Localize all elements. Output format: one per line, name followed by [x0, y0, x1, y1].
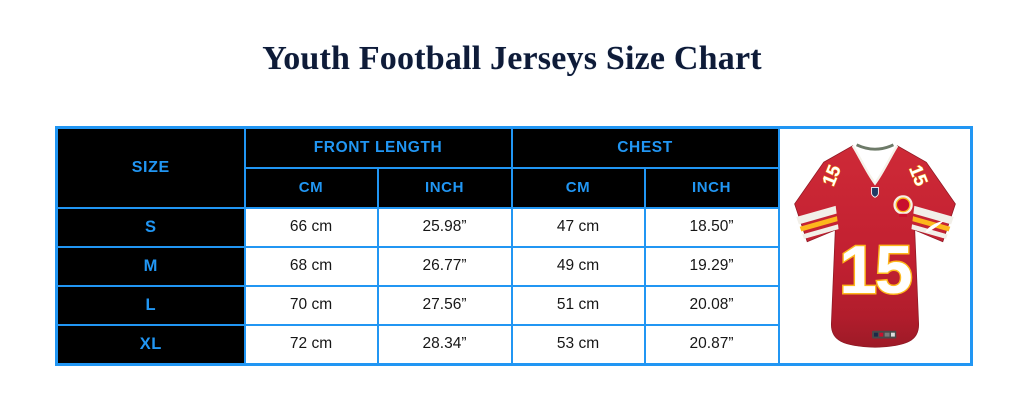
table-row-l: L 70 cm 27.56” 51 cm 20.08”	[55, 284, 972, 326]
jock-tag	[871, 330, 897, 339]
chest-inch-xl: 20.87”	[643, 323, 780, 366]
swoosh-icon	[925, 220, 944, 232]
page-title: Youth Football Jerseys Size Chart	[262, 40, 762, 77]
size-chart-table: SIZE FRONT LENGTH CHEST	[55, 126, 974, 366]
nfl-shield-icon	[870, 186, 879, 198]
front-inch-l: 27.56”	[376, 284, 513, 326]
jersey-image: 15 15 15	[790, 143, 960, 348]
front-cm-s: 66 cm	[243, 206, 379, 248]
chest-inch-s: 18.50”	[643, 206, 780, 248]
table-row-m: M 68 cm 26.77” 49 cm 19.29”	[55, 245, 972, 287]
col-group-front-length: FRONT LENGTH	[243, 126, 513, 169]
table-row-s: S 66 cm 25.98” 47 cm 18.50”	[55, 206, 972, 248]
size-label-m: M	[55, 245, 246, 287]
chest-cm-s: 47 cm	[510, 206, 646, 248]
table-row-xl: XL 72 cm 28.34” 53 cm 20.87”	[55, 323, 972, 366]
chest-cm-m: 49 cm	[510, 245, 646, 287]
front-inch-m: 26.77”	[376, 245, 513, 287]
col-header-front-cm: CM	[243, 166, 379, 209]
jersey-cell: 15 15 15	[777, 126, 973, 366]
front-cm-l: 70 cm	[243, 284, 379, 326]
col-group-chest: CHEST	[510, 126, 780, 169]
front-inch-s: 25.98”	[376, 206, 513, 248]
team-patch-icon	[893, 194, 913, 217]
front-cm-m: 68 cm	[243, 245, 379, 287]
size-label-l: L	[55, 284, 246, 326]
col-header-size: SIZE	[55, 126, 246, 209]
chest-cm-xl: 53 cm	[510, 323, 646, 366]
chest-cm-l: 51 cm	[510, 284, 646, 326]
chest-inch-m: 19.29”	[643, 245, 780, 287]
chest-inch-l: 20.08”	[643, 284, 780, 326]
col-header-chest-cm: CM	[510, 166, 646, 209]
size-label-xl: XL	[55, 323, 246, 366]
jersey-number: 15	[839, 233, 911, 308]
collar-trim	[851, 144, 899, 186]
front-inch-xl: 28.34”	[376, 323, 513, 366]
size-label-s: S	[55, 206, 246, 248]
front-cm-xl: 72 cm	[243, 323, 379, 366]
collar-inner-band	[855, 143, 894, 151]
col-header-chest-inch: INCH	[643, 166, 780, 209]
col-header-front-inch: INCH	[376, 166, 513, 209]
